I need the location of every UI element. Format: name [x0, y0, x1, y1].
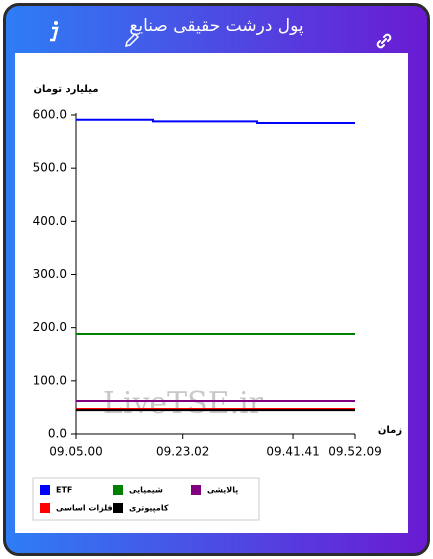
- y-tick-label: 600.0: [33, 108, 67, 122]
- legend-swatch: [113, 485, 123, 495]
- y-tick-label: 400.0: [33, 214, 67, 228]
- edit-icon[interactable]: [124, 32, 140, 48]
- y-tick-label: 100.0: [33, 373, 67, 387]
- y-tick-label: 200.0: [33, 320, 67, 334]
- y-tick-label: 500.0: [33, 161, 67, 175]
- series-line: [76, 118, 355, 124]
- legend-label: ETF: [56, 486, 72, 495]
- legend-swatch: [40, 503, 50, 513]
- x-tick-label: 09.23.02: [156, 445, 209, 459]
- x-axis-label: زمان: [378, 425, 402, 436]
- x-tick-label: 09.41.41: [266, 445, 319, 459]
- watermark: LiveTSE.ir: [103, 386, 264, 421]
- link-icon[interactable]: [375, 32, 393, 50]
- info-icon[interactable]: [48, 20, 62, 42]
- chart-panel: [15, 53, 408, 533]
- y-tick-label: 0.0: [48, 427, 67, 441]
- x-tick-label: 09.52.09: [328, 445, 381, 459]
- legend-swatch: [40, 485, 50, 495]
- legend-swatch: [191, 485, 201, 495]
- legend-label: پالایشی: [207, 486, 238, 495]
- legend-label: فلزات اساسی: [56, 504, 113, 513]
- widget-card: پول درشت حقیقی صنایع: [3, 3, 430, 556]
- legend-swatch: [113, 503, 123, 513]
- x-tick-label: 09.05.00: [49, 445, 102, 459]
- legend-box: [32, 477, 260, 521]
- legend-label: کامپیوتری: [129, 504, 169, 513]
- legend-label: شیمیایی: [129, 486, 163, 495]
- y-axis-label: میلیارد تومان: [33, 84, 98, 95]
- widget-title: پول درشت حقیقی صنایع: [129, 16, 304, 36]
- y-tick-label: 300.0: [33, 267, 67, 281]
